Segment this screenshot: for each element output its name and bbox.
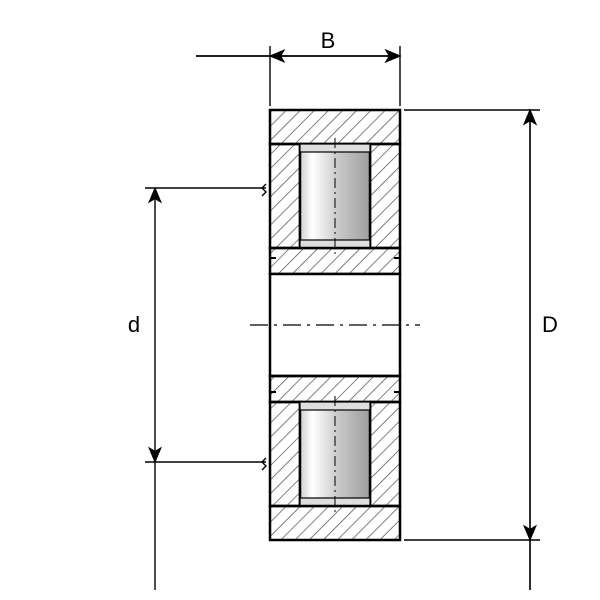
- label-d: d: [128, 312, 140, 337]
- race-bottom: [270, 396, 400, 512]
- inner-ring-top: [270, 248, 400, 274]
- outer-ring-bottom: [270, 506, 400, 540]
- dimension-D: D: [404, 110, 558, 590]
- race-top: [270, 138, 400, 254]
- dimension-B: B: [196, 28, 400, 106]
- label-B: B: [321, 28, 336, 53]
- bearing-cross-section-diagram: B D d: [0, 0, 600, 600]
- label-D: D: [542, 312, 558, 337]
- dimension-d: d: [128, 184, 266, 590]
- roller-top: [300, 138, 370, 254]
- roller-bottom: [300, 396, 370, 512]
